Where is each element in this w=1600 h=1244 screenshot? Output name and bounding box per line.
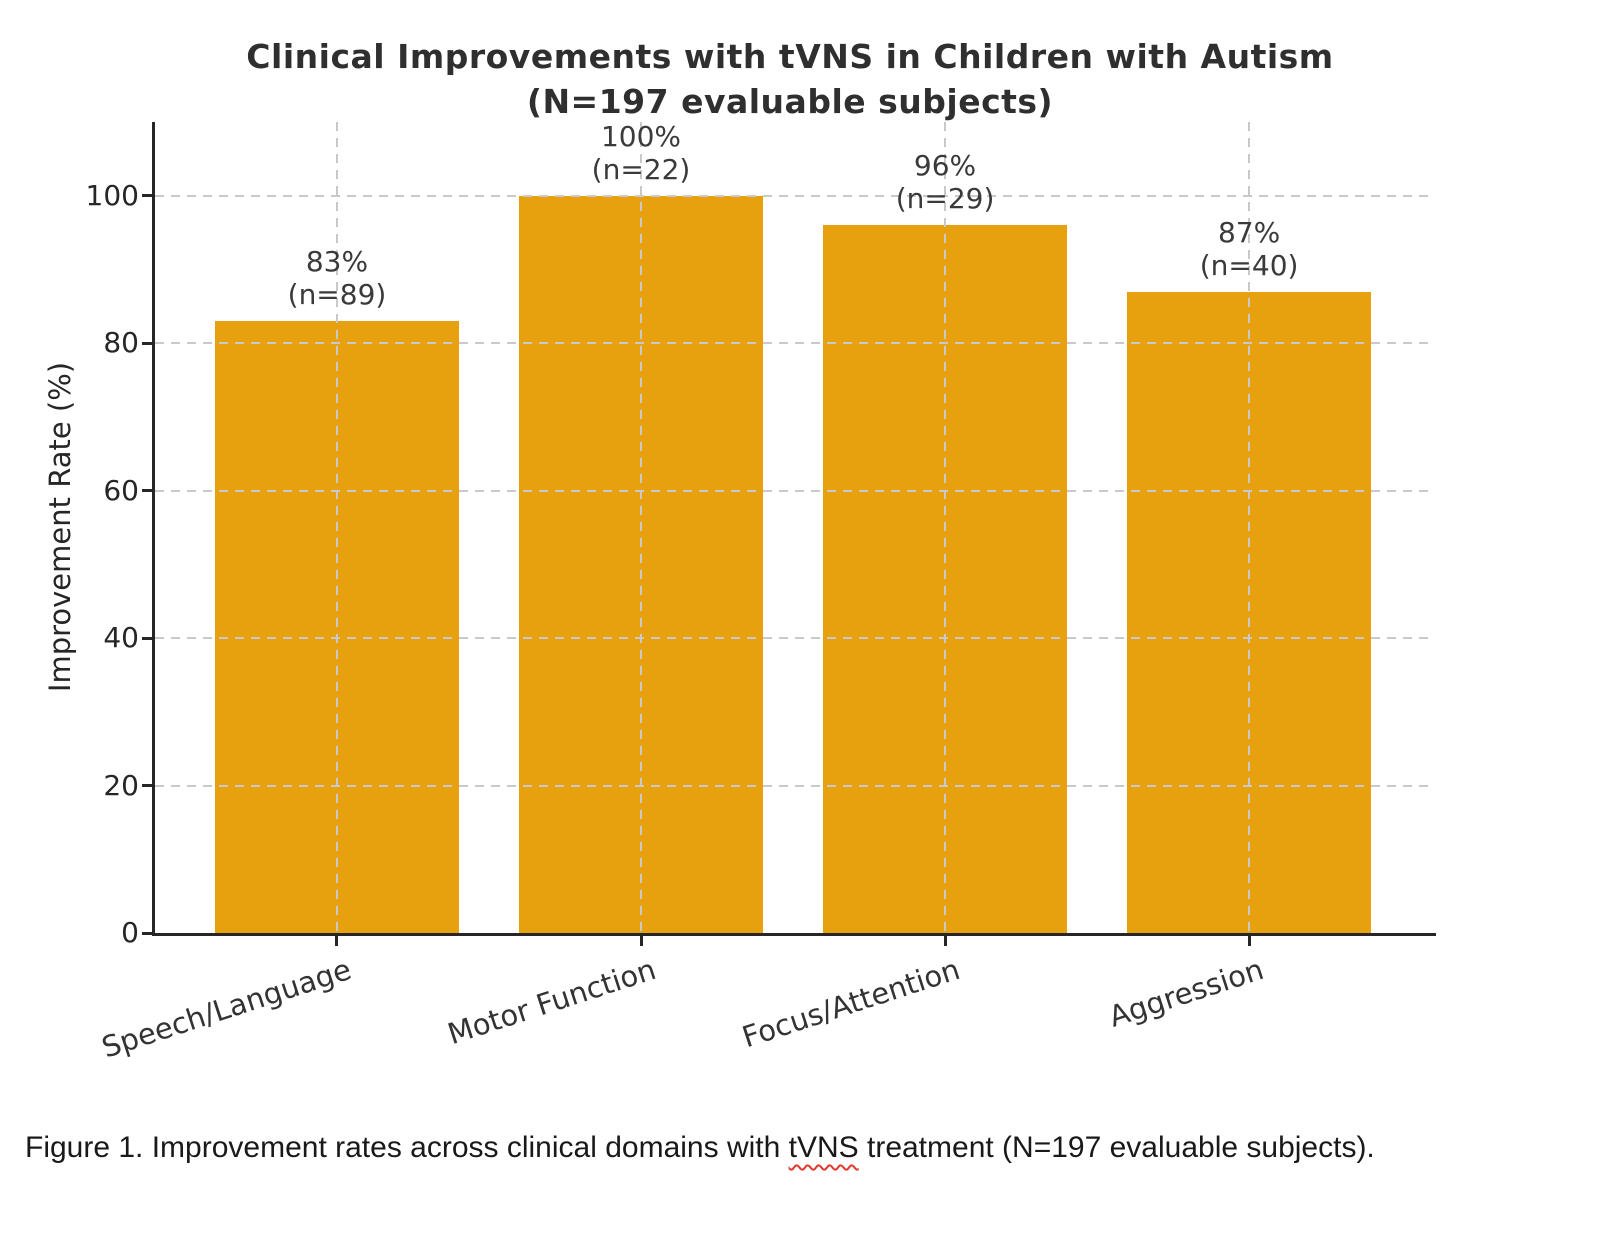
chart-title: Clinical Improvements with tVNS in Child… xyxy=(0,34,1580,124)
x-tick-label-aggression: Aggression xyxy=(1104,952,1268,1034)
y-tick-label-80: 80 xyxy=(103,326,139,360)
bar-n-line: (n=89) xyxy=(287,278,387,312)
caption-misspelled-word: tVNS xyxy=(788,1131,859,1164)
bar-value-label-aggression: 87% (n=40) xyxy=(1099,216,1399,282)
x-axis-spine xyxy=(152,933,1436,936)
x-tick-mark-motor-function xyxy=(639,933,643,946)
gridline-y-20 xyxy=(155,784,1433,787)
bar-value-label-motor-function: 100% (n=22) xyxy=(491,120,791,186)
y-tick-label-100: 100 xyxy=(85,178,139,212)
gridline-y-40 xyxy=(155,637,1433,640)
plot-area: 83% (n=89) 100% (n=22) 96% (n=29) 87% (n=40) xyxy=(155,120,1433,933)
bar-n-line: (n=40) xyxy=(1199,248,1299,282)
x-tick-label-speech-language: Speech/Language xyxy=(97,952,356,1065)
bar-chart: Clinical Improvements with tVNS in Child… xyxy=(0,34,1580,1065)
y-tick-label-40: 40 xyxy=(103,621,139,655)
y-tick-label-0: 0 xyxy=(121,916,139,949)
figure-caption: Figure 1. Improvement rates across clini… xyxy=(25,1118,1555,1178)
bar-value-label-focus-attention: 96% (n=29) xyxy=(795,149,1095,215)
caption-text-after: treatment (N=197 evaluable subjects). xyxy=(858,1131,1375,1164)
chart-title-line-2: (N=197 evaluable subjects) xyxy=(526,82,1054,121)
x-tick-mark-focus-attention xyxy=(943,933,947,946)
bar-pct-line: 96% xyxy=(913,149,977,183)
y-tick-mark-20 xyxy=(142,784,155,788)
bar-value-label-speech-language: 83% (n=89) xyxy=(187,245,487,311)
y-tick-mark-100 xyxy=(142,194,155,198)
gridline-y-80 xyxy=(155,342,1433,345)
bar-n-line: (n=29) xyxy=(895,182,995,216)
y-tick-mark-80 xyxy=(142,341,155,345)
y-tick-mark-40 xyxy=(142,636,155,640)
gridline-y-100 xyxy=(155,194,1433,197)
gridline-x-speech-language xyxy=(335,122,338,933)
caption-text-before: Figure 1. Improvement rates across clini… xyxy=(25,1131,789,1164)
y-tick-label-20: 20 xyxy=(103,768,139,802)
bar-pct-line: 87% xyxy=(1217,215,1281,249)
x-tick-mark-aggression xyxy=(1247,933,1251,946)
y-tick-mark-60 xyxy=(142,489,155,493)
x-tick-label-focus-attention: Focus/Attention xyxy=(737,952,964,1055)
gridline-x-aggression xyxy=(1248,122,1251,933)
x-tick-mark-speech-language xyxy=(335,933,339,946)
gridline-x-focus-attention xyxy=(944,122,947,933)
x-tick-label-motor-function: Motor Function xyxy=(443,952,660,1052)
gridline-x-motor-function xyxy=(640,122,643,933)
chart-title-line-1: Clinical Improvements with tVNS in Child… xyxy=(246,37,1334,76)
y-tick-label-60: 60 xyxy=(103,473,139,507)
bar-n-line: (n=22) xyxy=(591,152,691,186)
gridline-y-60 xyxy=(155,489,1433,492)
y-tick-mark-0 xyxy=(142,931,155,935)
bar-pct-line: 100% xyxy=(600,119,682,153)
bar-pct-line: 83% xyxy=(305,245,369,279)
y-axis-spine xyxy=(152,122,155,936)
